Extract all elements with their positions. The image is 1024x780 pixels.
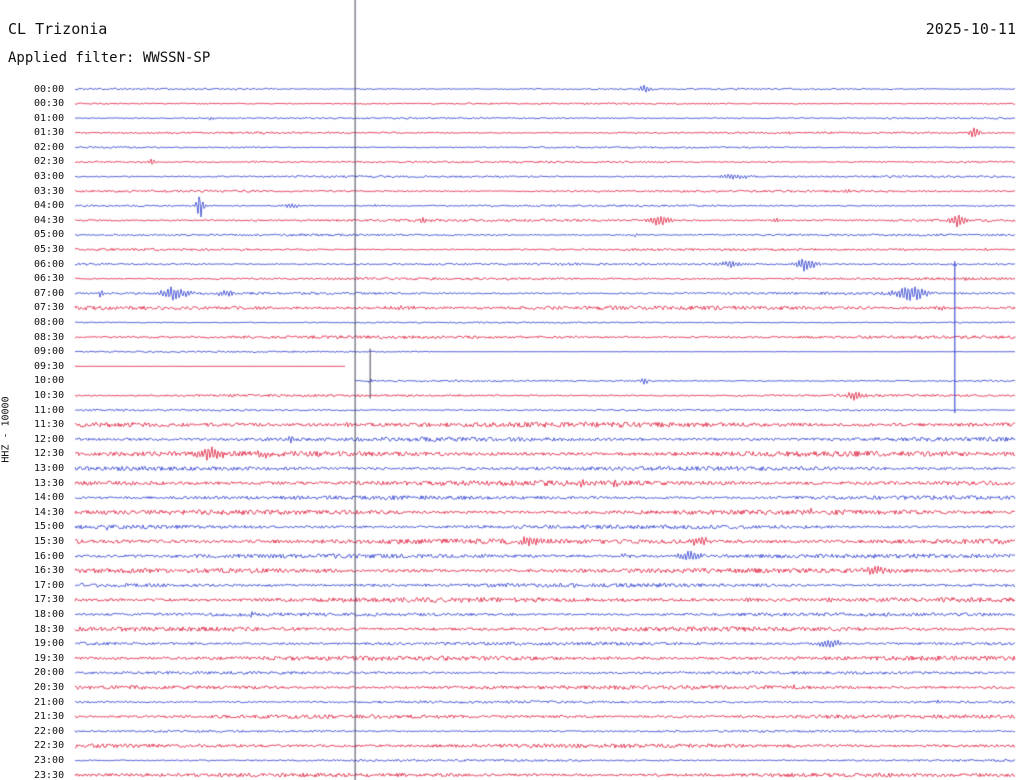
channel-scale-label: HHZ - 10000 <box>0 396 12 463</box>
time-label: 23:30 <box>34 769 65 780</box>
time-label: 18:30 <box>34 623 65 635</box>
time-label: 12:00 <box>34 433 65 445</box>
time-label: 13:30 <box>34 477 65 489</box>
time-label: 11:00 <box>34 404 65 416</box>
filter-label: Applied filter: WWSSN-SP <box>8 50 211 66</box>
time-label: 02:30 <box>34 156 65 168</box>
time-label: 07:30 <box>34 302 65 314</box>
time-label: 03:00 <box>34 171 65 183</box>
time-label: 21:30 <box>34 711 65 723</box>
time-label: 21:00 <box>34 696 65 708</box>
time-label: 18:00 <box>34 608 65 620</box>
time-label: 11:30 <box>34 419 65 431</box>
time-label: 04:30 <box>34 214 65 226</box>
time-label: 06:00 <box>34 258 65 270</box>
time-label: 03:30 <box>34 185 65 197</box>
time-label: 23:00 <box>34 754 65 766</box>
time-label: 01:30 <box>34 127 65 139</box>
time-label: 19:30 <box>34 652 65 664</box>
time-label: 20:30 <box>34 681 65 693</box>
time-label: 06:30 <box>34 273 65 285</box>
time-label: 22:30 <box>34 740 65 752</box>
time-label: 08:30 <box>34 331 65 343</box>
time-label: 16:00 <box>34 550 65 562</box>
time-label: 00:00 <box>34 83 65 95</box>
time-label: 19:00 <box>34 638 65 650</box>
time-label: 20:00 <box>34 667 65 679</box>
time-label: 16:30 <box>34 565 65 577</box>
time-label: 09:30 <box>34 360 65 372</box>
time-label: 22:00 <box>34 725 65 737</box>
time-label: 15:00 <box>34 521 65 533</box>
time-label: 12:30 <box>34 448 65 460</box>
time-label: 17:30 <box>34 594 65 606</box>
time-label: 01:00 <box>34 112 65 124</box>
time-label: 04:00 <box>34 200 65 212</box>
time-label: 15:30 <box>34 535 65 547</box>
time-label: 08:00 <box>34 317 65 329</box>
date-label: 2025-10-11 <box>925 20 1016 38</box>
time-label: 14:30 <box>34 506 65 518</box>
time-label: 02:00 <box>34 141 65 153</box>
station-title: CL Trizonia <box>8 20 108 38</box>
time-label: 14:00 <box>34 492 65 504</box>
time-label: 05:00 <box>34 229 65 241</box>
time-label: 13:00 <box>34 462 65 474</box>
time-label: 00:30 <box>34 98 65 110</box>
time-label: 17:00 <box>34 579 65 591</box>
time-label: 10:30 <box>34 390 65 401</box>
time-label: 09:00 <box>34 346 65 358</box>
time-label: 05:30 <box>34 244 65 256</box>
time-label: 07:00 <box>34 287 65 299</box>
time-label: 10:00 <box>34 375 65 387</box>
